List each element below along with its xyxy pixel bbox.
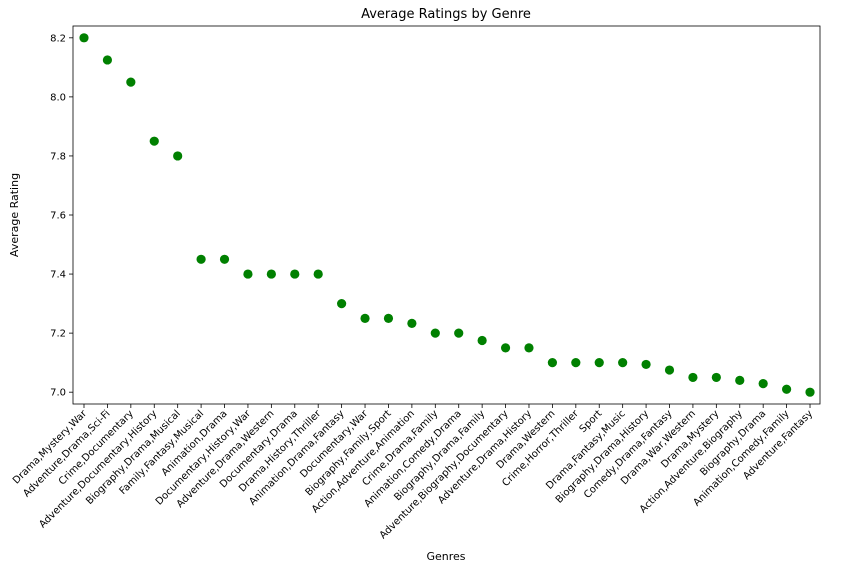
data-point-12 — [360, 313, 370, 323]
data-point-2 — [126, 77, 136, 87]
data-point-5 — [196, 254, 206, 264]
data-point-27 — [711, 372, 721, 383]
data-point-15 — [430, 328, 440, 338]
data-point-14 — [407, 318, 417, 328]
data-point-18 — [500, 343, 511, 353]
y-tick-label-1: 7.2 — [50, 329, 66, 340]
y-tick-label-3: 7.6 — [50, 211, 66, 222]
data-point-7 — [243, 269, 253, 279]
data-point-4 — [173, 151, 183, 161]
y-tick-label-5: 8.0 — [50, 92, 66, 103]
data-point-30 — [782, 384, 792, 394]
data-point-19 — [524, 343, 534, 353]
data-point-29 — [758, 379, 768, 389]
y-tick-label-0: 7.0 — [50, 388, 66, 399]
plot-area: 7.07.27.47.67.88.08.2Drama,Mystery,WarAd… — [11, 33, 815, 541]
data-point-16 — [454, 328, 464, 338]
data-point-13 — [383, 313, 394, 323]
y-tick-label-6: 8.2 — [50, 33, 66, 44]
data-point-23 — [618, 358, 628, 368]
data-point-8 — [266, 269, 276, 279]
y-tick-label-2: 7.4 — [50, 270, 66, 281]
x-axis-label: Genres — [426, 550, 465, 563]
data-point-21 — [571, 358, 581, 368]
data-point-3 — [149, 136, 159, 146]
data-point-25 — [664, 365, 675, 375]
y-axis-label: Average Rating — [8, 173, 21, 257]
data-point-31 — [805, 387, 815, 397]
data-point-28 — [735, 375, 745, 385]
data-point-26 — [688, 372, 698, 383]
data-point-6 — [219, 254, 230, 264]
data-point-0 — [79, 33, 89, 43]
data-point-17 — [477, 335, 487, 346]
data-point-11 — [337, 298, 347, 309]
data-point-9 — [290, 269, 300, 279]
plot-frame — [72, 25, 821, 405]
chart-title: Average Ratings by Genre — [361, 7, 531, 22]
data-point-24 — [641, 359, 651, 370]
y-tick-label-4: 7.8 — [50, 151, 66, 162]
data-point-20 — [547, 358, 558, 368]
data-point-1 — [102, 55, 113, 65]
data-point-22 — [594, 358, 604, 368]
data-point-10 — [313, 269, 323, 279]
